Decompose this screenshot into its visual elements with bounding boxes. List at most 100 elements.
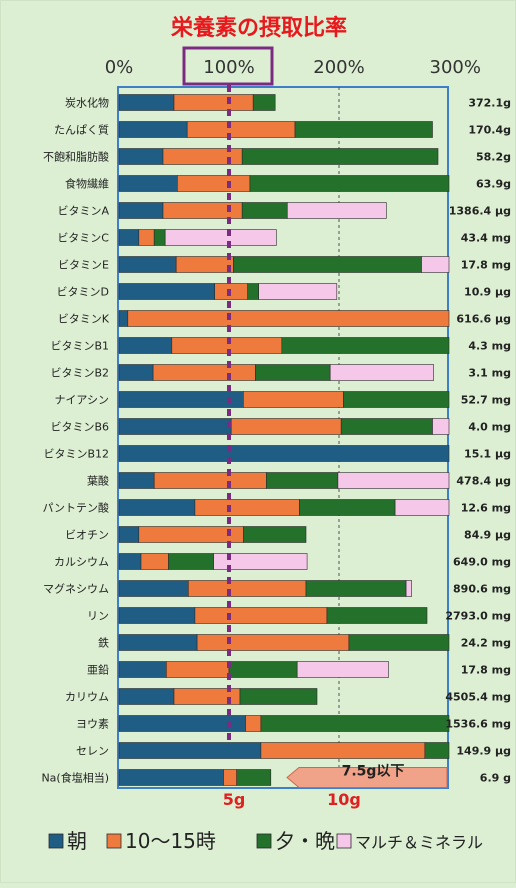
bar-segment xyxy=(260,742,426,759)
bar-segment xyxy=(230,418,342,435)
bar-segment xyxy=(118,472,155,489)
bar-segment xyxy=(340,418,433,435)
row-value-label: 12.6 mg xyxy=(461,502,511,515)
legend-swatch xyxy=(106,833,122,849)
bar-segment xyxy=(118,499,196,516)
legend-swatch xyxy=(256,833,272,849)
category-label: ビタミンK xyxy=(58,313,110,326)
bar-segment xyxy=(118,769,224,786)
category-label: ビタミンB6 xyxy=(50,421,109,434)
bar-segment xyxy=(118,634,198,651)
row-value-label: 4505.4 mg xyxy=(445,691,511,704)
bar-segment xyxy=(247,283,259,300)
row-value-label: 170.4g xyxy=(468,124,511,137)
bar-segment xyxy=(194,607,328,624)
bar-segment xyxy=(118,715,246,732)
bar-segment xyxy=(164,229,277,246)
category-label: ビタミンC xyxy=(57,232,109,245)
bar-segment xyxy=(138,229,155,246)
row-value-label: 84.9 μg xyxy=(464,529,511,542)
bar-segment xyxy=(241,202,288,219)
row-value-label: 63.9g xyxy=(476,178,511,191)
bar-segment xyxy=(223,769,237,786)
bar-segment xyxy=(337,472,450,489)
row-value-label: 4.3 mg xyxy=(468,340,511,353)
bar-segment xyxy=(118,202,164,219)
row-value-label: 52.7 mg xyxy=(461,394,511,407)
bar-segment xyxy=(118,553,142,570)
bar-segment xyxy=(118,175,178,192)
bar-segment xyxy=(296,661,389,678)
bar-segment xyxy=(424,742,450,759)
bar-segment xyxy=(239,688,318,705)
bar-segment xyxy=(186,121,296,138)
bar-segment xyxy=(175,256,234,273)
row-value-label: 17.8 mg xyxy=(461,259,511,272)
category-label: Na(食塩相当) xyxy=(41,771,109,785)
legend-label: 夕・晩 xyxy=(275,829,335,853)
category-label: ビタミンA xyxy=(57,205,109,218)
bar-segment xyxy=(118,283,215,300)
bar-segment xyxy=(118,526,140,543)
bar-segment xyxy=(432,418,450,435)
bar-segment xyxy=(152,364,256,381)
bar-segment xyxy=(118,742,262,759)
bar-segment xyxy=(171,337,283,354)
category-label: ビタミンB12 xyxy=(43,448,109,461)
bar-segment xyxy=(213,553,308,570)
row-value-label: 2793.0 mg xyxy=(445,610,511,623)
row-value-label: 1536.6 mg xyxy=(445,718,511,731)
row-value-label: 3.1 mg xyxy=(468,367,511,380)
bar-segment xyxy=(299,499,396,516)
category-label: 鉄 xyxy=(98,636,109,650)
row-value-label: 149.9 μg xyxy=(456,745,511,758)
bar-segment xyxy=(118,364,154,381)
bar-segment xyxy=(343,391,450,408)
category-label: たんぱく質 xyxy=(54,123,109,137)
category-label: 炭水化物 xyxy=(65,96,109,110)
bar-segment xyxy=(140,553,169,570)
salt-limit-label: 7.5g以下 xyxy=(342,764,405,780)
category-label: セレン xyxy=(76,745,109,758)
salt-axis-label: 10g xyxy=(327,790,361,809)
category-label: 亜鉛 xyxy=(87,663,109,677)
category-label: ビタミンB1 xyxy=(50,340,109,353)
row-value-label: 1386.4 μg xyxy=(449,205,511,218)
row-value-label: 24.2 mg xyxy=(461,637,511,650)
bar-segment xyxy=(118,94,175,111)
bar-segment xyxy=(260,715,450,732)
bar-segment xyxy=(118,121,188,138)
bar-segment xyxy=(329,364,434,381)
category-label: ビタミンB2 xyxy=(50,367,109,380)
row-value-label: 372.1g xyxy=(468,97,511,110)
category-label: ヨウ素 xyxy=(76,718,109,731)
legend-label: 10～15時 xyxy=(125,829,216,853)
bar-segment xyxy=(118,418,232,435)
legend-swatch xyxy=(48,833,64,849)
bar-segment xyxy=(266,472,339,489)
bar-segment xyxy=(118,445,450,462)
bar-segment xyxy=(228,661,298,678)
legend-label: 朝 xyxy=(67,829,87,853)
highlight-100-box xyxy=(182,46,274,86)
bar-segment xyxy=(286,202,387,219)
plot-frame xyxy=(117,86,449,789)
bar-segment xyxy=(118,607,196,624)
bar-segment xyxy=(118,391,244,408)
category-label: マグネシウム xyxy=(43,582,109,596)
bar-segment xyxy=(173,94,254,111)
bar-segment xyxy=(236,769,272,786)
bar-segment xyxy=(196,634,350,651)
row-value-label: 43.4 mg xyxy=(461,232,511,245)
bar-segment xyxy=(118,580,189,597)
bar-segment xyxy=(153,472,267,489)
x-tick-label: 0% xyxy=(105,57,134,78)
row-value-label: 478.4 μg xyxy=(456,475,511,488)
bar-segment xyxy=(168,553,214,570)
bar-segment xyxy=(194,499,300,516)
bar-segment xyxy=(233,256,422,273)
row-value-label: 10.9 μg xyxy=(464,286,511,299)
bar-segment xyxy=(243,391,344,408)
bar-segment xyxy=(118,229,140,246)
